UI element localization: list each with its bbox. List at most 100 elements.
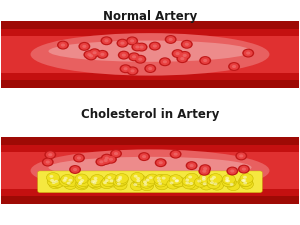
Circle shape — [100, 36, 112, 45]
Circle shape — [200, 180, 213, 190]
Ellipse shape — [49, 40, 251, 62]
Circle shape — [118, 40, 127, 47]
Circle shape — [146, 179, 149, 182]
Circle shape — [209, 174, 222, 183]
Circle shape — [64, 180, 77, 189]
Circle shape — [175, 180, 178, 182]
Circle shape — [211, 180, 224, 190]
Circle shape — [241, 179, 245, 182]
Circle shape — [127, 66, 139, 75]
Circle shape — [52, 181, 56, 184]
Circle shape — [242, 179, 246, 182]
Circle shape — [91, 177, 104, 187]
Circle shape — [199, 164, 211, 173]
Circle shape — [85, 51, 94, 58]
Circle shape — [105, 179, 109, 182]
Circle shape — [60, 177, 73, 187]
Circle shape — [173, 153, 178, 156]
Circle shape — [239, 166, 248, 173]
Circle shape — [89, 179, 103, 189]
Circle shape — [203, 182, 207, 185]
Circle shape — [142, 176, 156, 186]
Circle shape — [212, 176, 216, 179]
Circle shape — [194, 177, 207, 187]
Circle shape — [172, 49, 184, 58]
Circle shape — [225, 177, 229, 180]
Circle shape — [198, 167, 210, 176]
Circle shape — [154, 175, 167, 184]
Circle shape — [78, 42, 90, 51]
Circle shape — [185, 43, 189, 46]
Circle shape — [92, 51, 97, 54]
Circle shape — [90, 50, 99, 56]
Circle shape — [131, 43, 143, 52]
Circle shape — [172, 177, 185, 187]
Circle shape — [153, 45, 157, 48]
Circle shape — [235, 151, 247, 160]
Circle shape — [178, 55, 187, 62]
Circle shape — [94, 177, 98, 180]
Circle shape — [46, 160, 50, 164]
Circle shape — [181, 40, 193, 49]
Circle shape — [120, 42, 124, 45]
Circle shape — [58, 42, 68, 48]
Circle shape — [159, 174, 172, 184]
Circle shape — [89, 54, 93, 58]
Circle shape — [228, 62, 240, 71]
Circle shape — [80, 179, 84, 182]
Circle shape — [126, 36, 138, 45]
Circle shape — [112, 150, 121, 157]
Circle shape — [240, 173, 253, 183]
Circle shape — [103, 181, 107, 184]
Circle shape — [75, 174, 88, 184]
Circle shape — [185, 178, 189, 181]
Circle shape — [100, 179, 113, 189]
Circle shape — [99, 160, 104, 163]
Circle shape — [102, 177, 115, 187]
Circle shape — [149, 42, 161, 51]
Circle shape — [118, 51, 130, 60]
Circle shape — [105, 157, 109, 160]
Circle shape — [240, 179, 254, 189]
Circle shape — [188, 176, 192, 178]
Circle shape — [135, 45, 140, 49]
Bar — [1, 152, 299, 189]
Circle shape — [105, 174, 118, 184]
Circle shape — [102, 155, 111, 162]
Circle shape — [185, 181, 189, 184]
Circle shape — [100, 156, 112, 165]
Circle shape — [134, 177, 146, 187]
Circle shape — [223, 177, 236, 187]
Circle shape — [91, 180, 94, 183]
Circle shape — [131, 173, 144, 182]
Circle shape — [132, 55, 136, 58]
Circle shape — [140, 45, 144, 49]
Circle shape — [183, 54, 187, 57]
Circle shape — [67, 182, 71, 185]
Circle shape — [70, 166, 80, 173]
Circle shape — [155, 158, 167, 167]
Circle shape — [148, 67, 152, 70]
Circle shape — [210, 178, 214, 181]
Circle shape — [136, 179, 140, 182]
Circle shape — [199, 176, 212, 185]
Text: Cholesterol in Artery: Cholesterol in Artery — [81, 108, 219, 121]
Circle shape — [88, 178, 101, 188]
Circle shape — [74, 155, 83, 161]
Circle shape — [82, 45, 86, 48]
Circle shape — [64, 177, 68, 180]
Circle shape — [243, 182, 247, 184]
Circle shape — [243, 176, 247, 179]
Circle shape — [227, 181, 240, 191]
Circle shape — [121, 65, 130, 72]
Circle shape — [113, 177, 126, 187]
Circle shape — [155, 180, 168, 190]
Circle shape — [140, 153, 148, 160]
Circle shape — [166, 36, 175, 43]
Bar — [1, 146, 299, 196]
Circle shape — [187, 162, 196, 169]
Circle shape — [207, 179, 220, 189]
Circle shape — [154, 177, 167, 187]
Circle shape — [140, 178, 153, 188]
Circle shape — [136, 56, 145, 63]
